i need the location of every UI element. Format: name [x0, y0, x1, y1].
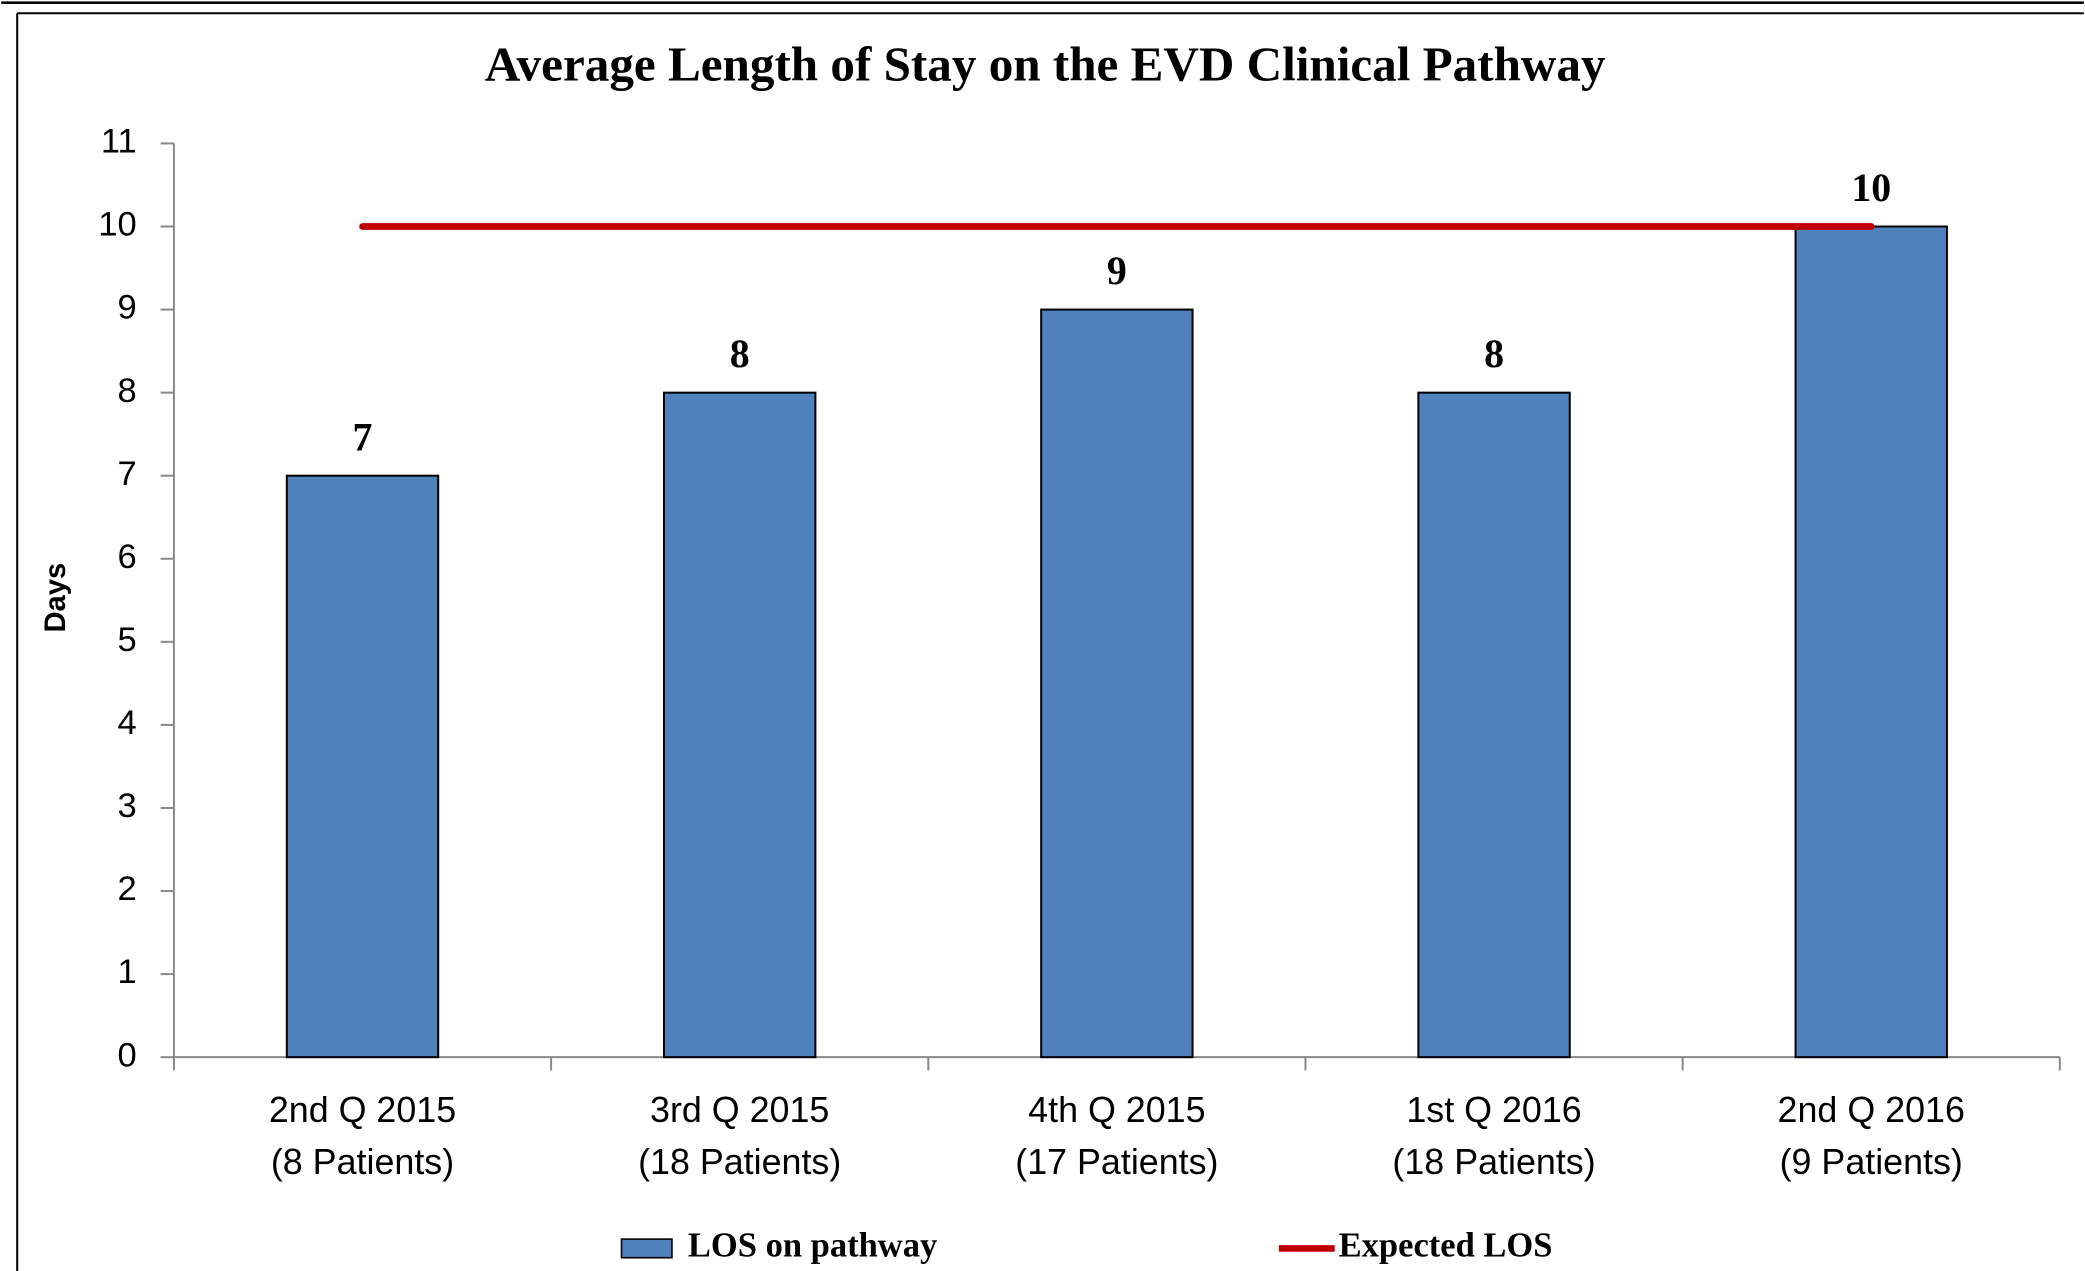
y-tick-label: 7: [118, 455, 137, 493]
y-tick-label: 2: [118, 870, 137, 908]
x-tick-label: 1st Q 2016 (18 Patients): [1392, 1090, 1595, 1182]
data-label: 7: [353, 414, 373, 459]
y-tick-label: 6: [118, 538, 137, 576]
y-tick-label: 0: [118, 1036, 137, 1074]
bar: [662, 391, 817, 1059]
legend-label: LOS on pathway: [688, 1226, 937, 1264]
legend-label: Expected LOS: [1339, 1226, 1553, 1264]
bar: [285, 474, 440, 1059]
data-label: 8: [730, 331, 750, 376]
bar: [1417, 391, 1571, 1059]
bar: [1040, 308, 1194, 1059]
data-label: 9: [1107, 248, 1127, 293]
y-tick-label: 4: [118, 704, 137, 742]
y-tick-label: 3: [118, 787, 137, 825]
bar: [1794, 225, 1948, 1059]
x-tick-label: 2nd Q 2016 (9 Patients): [1778, 1090, 1965, 1182]
y-tick-label: 5: [118, 621, 137, 659]
y-tick-label: 1: [118, 953, 137, 991]
y-tick-label: 8: [118, 372, 137, 410]
x-tick-label: 3rd Q 2015 (18 Patients): [638, 1090, 841, 1182]
legend-swatch: [620, 1238, 673, 1259]
y-axis-label: Days: [40, 563, 72, 633]
y-tick-label: 9: [118, 289, 137, 327]
data-label: 8: [1484, 331, 1504, 376]
y-tick-label: 11: [101, 123, 137, 161]
y-tick-label: 10: [98, 206, 136, 244]
data-label: 10: [1851, 165, 1891, 210]
x-tick-label: 2nd Q 2015 (8 Patients): [269, 1090, 456, 1182]
chart-title: Average Length of Stay on the EVD Clinic…: [485, 36, 1606, 91]
x-tick-label: 4th Q 2015 (17 Patients): [1015, 1090, 1218, 1182]
